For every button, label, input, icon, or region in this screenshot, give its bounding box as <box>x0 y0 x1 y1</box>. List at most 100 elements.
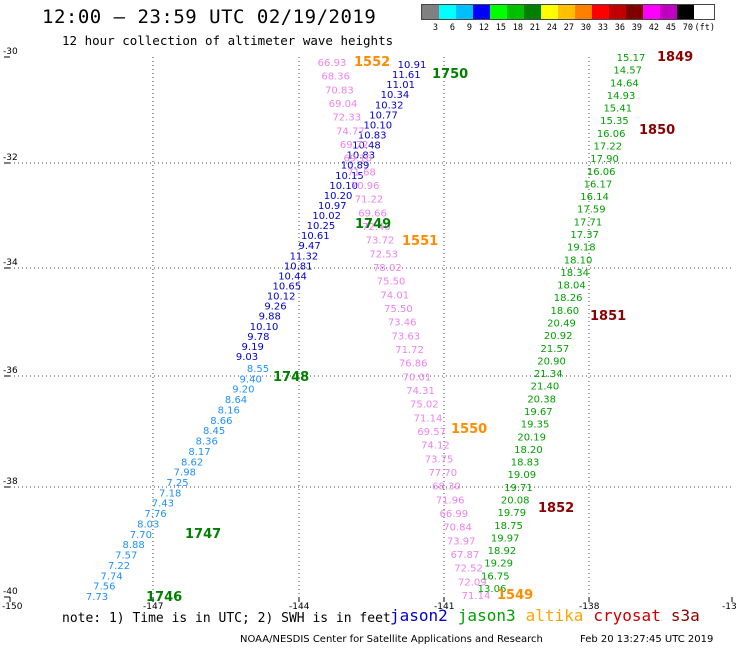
swh-value: 71.22 <box>355 195 384 206</box>
swh-value: 7.74 <box>101 571 123 582</box>
lat-label: -32 <box>3 153 18 163</box>
swh-value: 18.20 <box>514 445 543 456</box>
swh-value: 76.86 <box>399 359 428 370</box>
swh-value: 10.10 <box>329 181 358 192</box>
swh-value: 20.08 <box>501 496 530 507</box>
swh-value: 70.84 <box>443 523 472 534</box>
time-label: 1552 <box>354 55 390 70</box>
legend-label: 30 <box>580 23 591 33</box>
swh-value: 73.72 <box>366 236 395 247</box>
legend-swatch <box>575 5 592 19</box>
satellite-legend: jason2 jason3 altika cryosat s3a <box>390 606 700 625</box>
swh-value: 74.31 <box>406 386 435 397</box>
swh-value: 18.83 <box>511 458 540 469</box>
swh-value: 67.87 <box>451 550 480 561</box>
swh-value: 68.36 <box>321 72 350 83</box>
legend-swatch <box>558 5 575 19</box>
swh-value: 19.71 <box>504 483 533 494</box>
swh-value: 7.22 <box>108 561 130 572</box>
swh-value: 19.67 <box>524 407 553 418</box>
swh-value: 70.96 <box>351 181 380 192</box>
legend-label: 3 <box>432 23 438 33</box>
swh-value: 19.18 <box>567 243 596 254</box>
swh-value: 72.33 <box>332 113 361 124</box>
swh-value: 69.04 <box>329 99 358 110</box>
swh-value: 10.83 <box>358 130 387 141</box>
swh-value: 75.50 <box>377 277 406 288</box>
legend-label: 12 <box>478 23 489 33</box>
swh-value: 69.72 <box>340 140 369 151</box>
lon-label: -150 <box>2 602 23 612</box>
legend-label: 9 <box>466 23 472 33</box>
swh-value: 9.20 <box>232 385 254 396</box>
swh-value: 16.17 <box>584 179 613 190</box>
legend-swatches <box>421 4 715 20</box>
map-subtitle: 12 hour collection of altimeter wave hei… <box>62 33 394 48</box>
satellite-cryosat: cryosat <box>593 606 661 625</box>
time-label: 1849 <box>657 50 693 65</box>
swh-value: 20.92 <box>544 331 573 342</box>
swh-value: 77.70 <box>428 468 457 479</box>
swh-value: 8.45 <box>203 426 225 437</box>
swh-value: 70.01 <box>403 372 432 383</box>
swh-value: 7.43 <box>152 499 174 510</box>
time-label: 1746 <box>146 590 182 605</box>
time-label: 1549 <box>497 588 533 603</box>
swh-value: 18.75 <box>494 521 523 532</box>
swh-value: 14.64 <box>610 78 639 89</box>
swh-value: 75.50 <box>384 304 413 315</box>
legend-label: 21 <box>529 23 540 33</box>
legend-label: 39 <box>631 23 642 33</box>
swh-value: 10.20 <box>324 191 353 202</box>
swh-value: 18.34 <box>560 268 589 279</box>
legend-swatch <box>643 5 660 19</box>
swh-value: 66.93 <box>318 58 347 69</box>
color-legend: 3 6 9 12 15 18 21 24 27 30 33 36 39 42 45 70 (ft) <box>421 4 715 33</box>
swh-value: 21.40 <box>531 382 560 393</box>
swh-value: 19.79 <box>498 508 527 519</box>
swh-value: 18.04 <box>557 281 586 292</box>
swh-value: 19.97 <box>491 533 520 544</box>
time-label: 1747 <box>185 527 221 542</box>
swh-value: 10.97 <box>318 201 347 212</box>
legend-unit: (ft) <box>694 23 715 33</box>
swh-value: 18.10 <box>564 255 593 266</box>
legend-swatch <box>456 5 473 19</box>
swh-value: 69.10 <box>344 154 373 165</box>
footer-credit: NOAA/NESDIS Center for Satellite Applica… <box>240 634 543 645</box>
legend-swatch <box>541 5 558 19</box>
time-label: 1750 <box>432 67 468 82</box>
swh-value: 8.64 <box>225 395 247 406</box>
swh-value: 17.22 <box>594 142 623 153</box>
swh-value: 7.76 <box>144 509 166 520</box>
swh-value: 15.35 <box>600 116 629 127</box>
generated-timestamp: Feb 20 13:27:45 UTC 2019 <box>580 634 714 645</box>
swh-value: 18.60 <box>550 306 579 317</box>
legend-label: 6 <box>449 23 455 33</box>
swh-value: 72.53 <box>369 249 398 260</box>
swh-value: 73.46 <box>388 318 417 329</box>
swh-value: 18.26 <box>554 293 583 304</box>
map-title: 12:00 — 23:59 UTC 02/19/2019 <box>42 6 377 28</box>
swh-value: 10.25 <box>307 221 336 232</box>
swh-value: 8.16 <box>218 405 240 416</box>
legend-label: 15 <box>495 23 506 33</box>
swh-value: 10.61 <box>301 231 330 242</box>
swh-value: 73.97 <box>447 536 476 547</box>
swh-value: 74.01 <box>380 290 409 301</box>
legend-label: 45 <box>665 23 676 33</box>
time-label: 1851 <box>590 309 626 324</box>
swh-value: 20.19 <box>517 432 546 443</box>
legend-swatch <box>439 5 456 19</box>
swh-value: 7.98 <box>174 468 196 479</box>
swh-value: 7.25 <box>166 478 188 489</box>
legend-label: 36 <box>614 23 625 33</box>
swh-value: 9.78 <box>247 332 269 343</box>
swh-value: 15.41 <box>603 104 632 115</box>
lon-label: -141 <box>434 602 454 612</box>
lat-label: -34 <box>3 258 18 268</box>
legend-swatch <box>626 5 643 19</box>
swh-value: 18.92 <box>488 546 517 557</box>
swh-value: 71.68 <box>347 167 376 178</box>
swh-value: 69.66 <box>358 208 387 219</box>
